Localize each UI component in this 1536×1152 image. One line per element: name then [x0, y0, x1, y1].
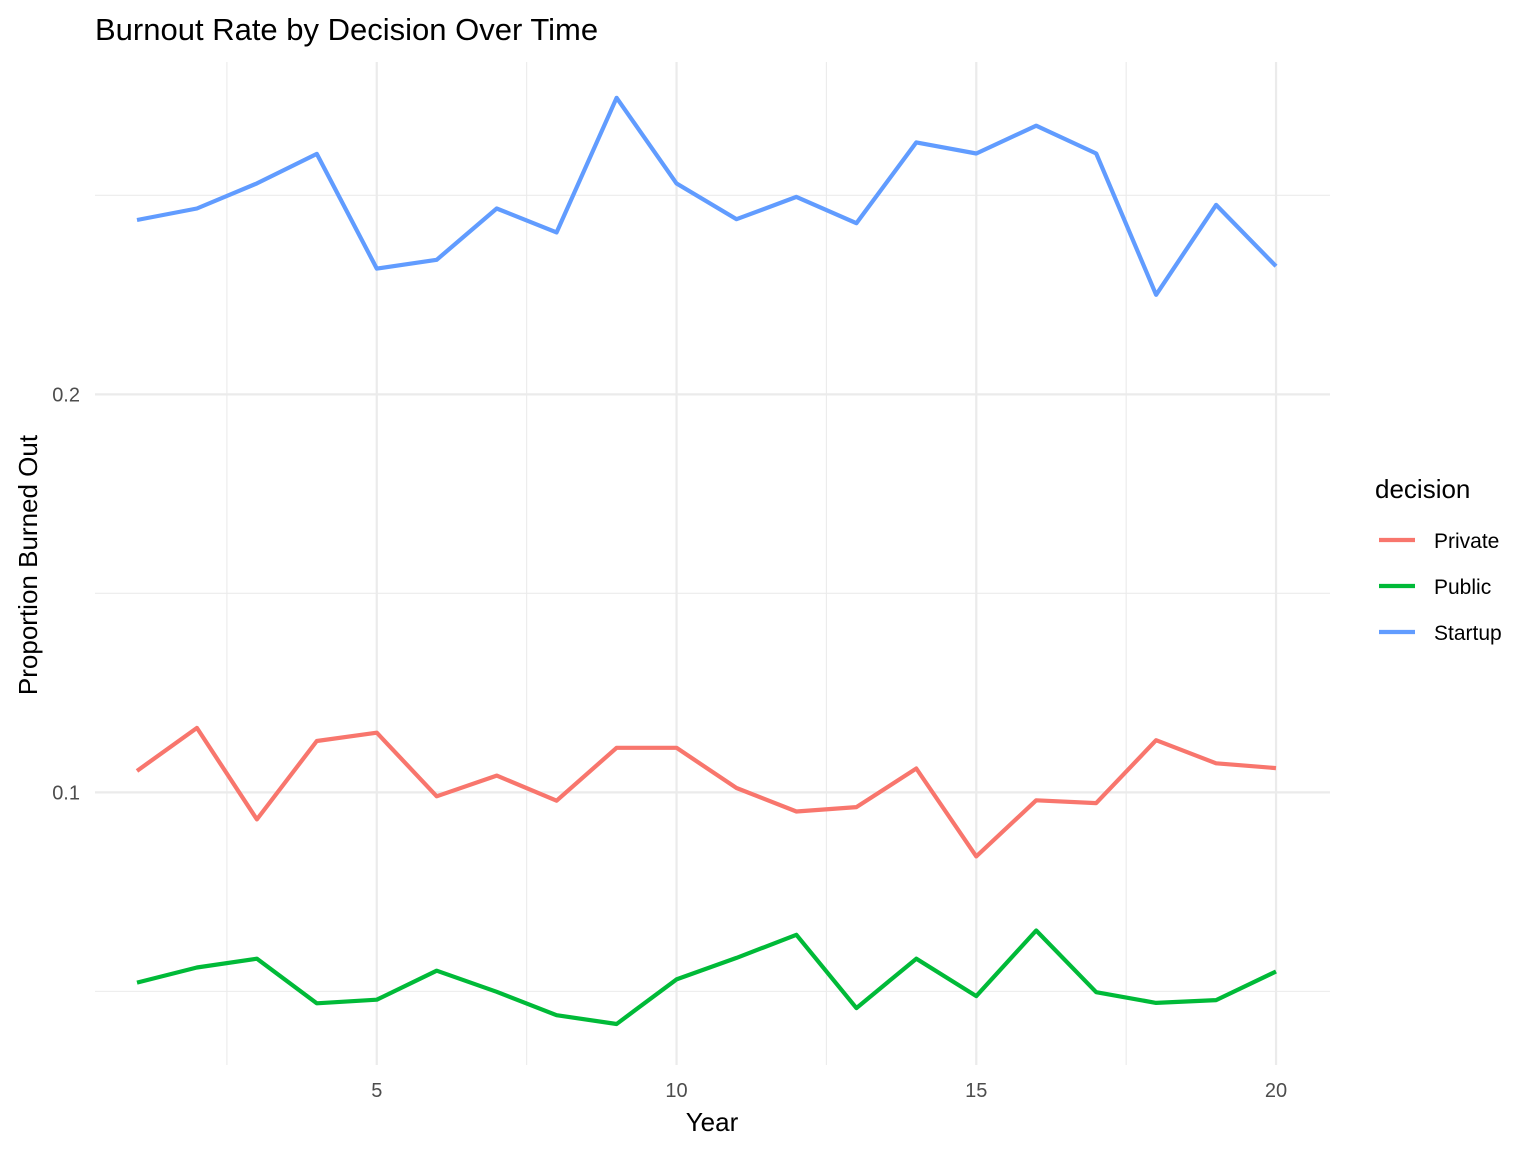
legend-label-public: Public	[1434, 576, 1491, 599]
x-tick-label: 15	[965, 1080, 987, 1102]
series-line-public	[136, 928, 1277, 1027]
chart-title: Burnout Rate by Decision Over Time	[95, 12, 598, 47]
y-tick-label: 0.2	[52, 384, 80, 406]
legend-title: decision	[1375, 474, 1470, 504]
y-tick-label: 0.1	[52, 782, 80, 804]
series-line-startup	[136, 95, 1278, 297]
y-axis-ticks: 0.1 0.2	[52, 384, 80, 804]
legend-label-startup: Startup	[1434, 622, 1502, 645]
x-tick-label: 5	[371, 1080, 382, 1102]
series-lines	[135, 95, 1278, 1027]
x-tick-label: 20	[1265, 1080, 1287, 1102]
y-axis-title: Proportion Burned Out	[13, 434, 43, 695]
x-axis-ticks: 5 10 15 20	[371, 1080, 1287, 1102]
x-axis-title: Year	[686, 1107, 739, 1137]
legend: decision Private Public Startup	[1375, 474, 1502, 645]
series-line-private	[135, 725, 1277, 859]
x-tick-label: 10	[665, 1080, 687, 1102]
legend-label-private: Private	[1434, 530, 1499, 553]
grid	[95, 62, 1330, 1065]
